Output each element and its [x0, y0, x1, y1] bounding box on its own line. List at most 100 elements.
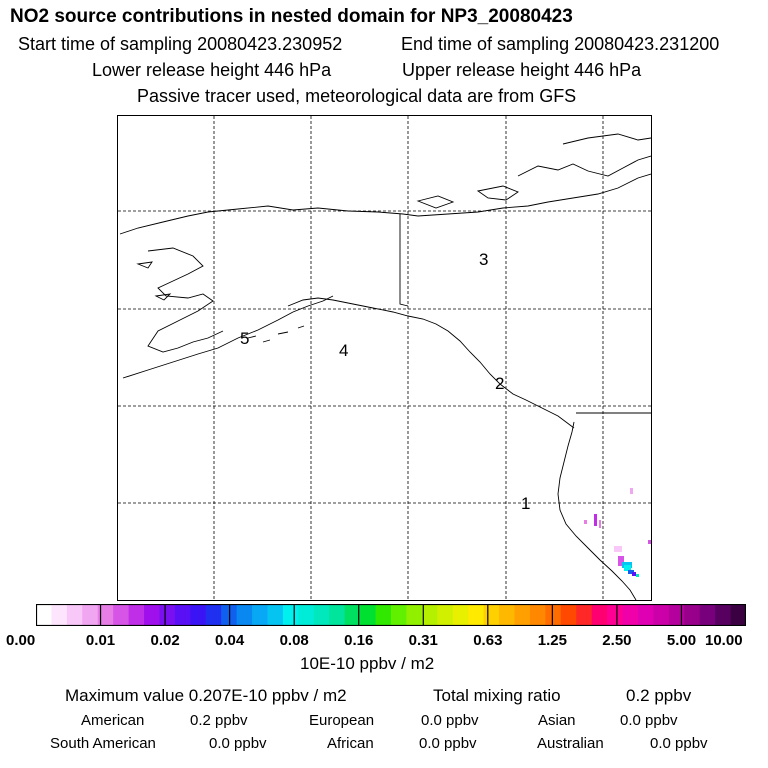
- end-time: End time of sampling 20080423.231200: [401, 34, 720, 54]
- concentration-cell: [599, 520, 601, 528]
- colorbar-tick-label: 0.00: [6, 632, 36, 649]
- region-label-5: 5: [240, 329, 250, 348]
- alaska-peninsula: [122, 295, 334, 379]
- colorbar: [36, 604, 746, 626]
- colorbar-cell: [437, 604, 454, 626]
- concentration-cell: [584, 520, 587, 524]
- colorbar-tick-label: 10.00: [705, 632, 743, 649]
- colorbar-cell: [298, 604, 315, 626]
- colorbar-cell: [421, 604, 438, 626]
- region-name-australian: Australian: [537, 735, 604, 752]
- chart-title: NO2 source contributions in nested domai…: [10, 6, 573, 27]
- colorbar-cell: [560, 604, 577, 626]
- colorbar-cell: [236, 604, 253, 626]
- colorbar-cell: [113, 604, 130, 626]
- colorbar-tick-label: 2.50: [602, 632, 632, 649]
- colorbar-tick-label: 0.01: [85, 632, 116, 649]
- colorbar-cell: [514, 604, 531, 626]
- graticule: [118, 116, 651, 600]
- colorbar-tick-label: 0.04: [215, 632, 245, 649]
- west-coast: [557, 421, 637, 600]
- concentration-spots: [584, 488, 651, 577]
- region-name-american: American: [81, 712, 145, 729]
- region-value-african: 0.0 ppbv: [419, 735, 477, 752]
- map-panel: 1 2 3 4 5: [117, 115, 652, 601]
- concentration-cell: [614, 546, 622, 552]
- colorbar-cell: [715, 604, 732, 626]
- total-mixing-ratio-value: 0.2 ppbv: [626, 686, 692, 705]
- colorbar-cell: [313, 604, 330, 626]
- colorbar-unit: 10E-10 ppbv / m2: [300, 654, 435, 673]
- region-value-australian: 0.0 ppbv: [650, 735, 708, 752]
- region-name-european: European: [309, 712, 375, 729]
- region-name-african: African: [327, 735, 374, 752]
- region-label-1: 1: [521, 494, 531, 513]
- colorbar-cell: [391, 604, 408, 626]
- concentration-cell: [594, 514, 597, 526]
- concentration-cell: [628, 570, 634, 574]
- concentration-cell: [630, 488, 633, 494]
- concentration-cell: [636, 574, 639, 577]
- colorbar-cell: [452, 604, 469, 626]
- colorbar-cell: [267, 604, 284, 626]
- colorbar-cell: [653, 604, 670, 626]
- coastlines: [119, 133, 651, 600]
- colorbar-cell: [529, 604, 546, 626]
- colorbar-tick-label: 1.25: [537, 632, 567, 649]
- region-value-asian: 0.0 ppbv: [620, 712, 678, 729]
- colorbar-cell: [622, 604, 639, 626]
- total-mixing-ratio-label: Total mixing ratio: [433, 686, 561, 705]
- colorbar-cell: [190, 604, 207, 626]
- concentration-cell: [618, 556, 624, 566]
- concentration-cell: [624, 565, 631, 571]
- north-coast: [119, 173, 651, 235]
- region-name-asian: Asian: [538, 712, 576, 729]
- colorbar-cell: [36, 604, 53, 626]
- tracer-note: Passive tracer used, meteorological data…: [137, 86, 577, 106]
- colorbar-cell: [607, 604, 624, 626]
- colorbar-cell: [282, 604, 299, 626]
- colorbar-cell: [483, 604, 500, 626]
- region-value-american: 0.2 ppbv: [190, 712, 248, 729]
- bering-islands: [136, 261, 172, 301]
- concentration-cell: [648, 540, 651, 544]
- colorbar-cell: [128, 604, 145, 626]
- colorbar-tick-label: 5.00: [666, 632, 697, 649]
- aleutian-islands: [247, 325, 305, 343]
- start-time: Start time of sampling 20080423.230952: [18, 34, 343, 54]
- alaska-canada-border: [399, 214, 409, 307]
- colorbar-tick-label: 0.31: [408, 632, 438, 649]
- colorbar-cell: [51, 604, 68, 626]
- colorbar-cell: [159, 604, 176, 626]
- colorbar-cell: [205, 604, 222, 626]
- colorbar-tick-label: 0.63: [473, 632, 503, 649]
- colorbar-cell: [668, 604, 685, 626]
- colorbar-cell: [344, 604, 361, 626]
- colorbar-cell: [468, 604, 485, 626]
- region-label-2: 2: [495, 374, 505, 393]
- map-svg: [118, 116, 651, 600]
- colorbar-cell: [730, 604, 746, 626]
- upper-release-height: Upper release height 446 hPa: [402, 60, 642, 80]
- colorbar-cell: [66, 604, 83, 626]
- colorbar-cell: [329, 604, 346, 626]
- colorbar-tick-label: 0.16: [344, 632, 374, 649]
- colorbar-tick-label: 0.08: [279, 632, 309, 649]
- region-label-3: 3: [479, 250, 489, 269]
- max-value: Maximum value 0.207E-10 ppbv / m2: [65, 686, 347, 705]
- colorbar-cell: [82, 604, 99, 626]
- colorbar-cell: [252, 604, 269, 626]
- colorbar-cell: [591, 604, 608, 626]
- colorbar-cell: [499, 604, 516, 626]
- colorbar-cell: [144, 604, 161, 626]
- alaska-west-coast: [147, 247, 224, 353]
- arctic-islands: [416, 133, 651, 209]
- colorbar-cell: [406, 604, 423, 626]
- colorbar-cell: [637, 604, 654, 626]
- lower-release-height: Lower release height 446 hPa: [92, 60, 332, 80]
- colorbar-cell: [97, 604, 114, 626]
- colorbar-cell: [545, 604, 562, 626]
- colorbar-cell: [360, 604, 377, 626]
- region-value-european: 0.0 ppbv: [421, 712, 479, 729]
- colorbar-tick-label: 0.02: [150, 632, 180, 649]
